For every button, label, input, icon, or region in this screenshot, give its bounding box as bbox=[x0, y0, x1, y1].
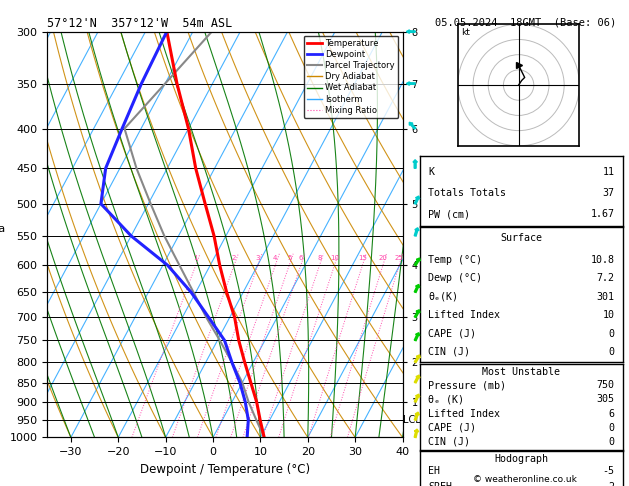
Text: 4: 4 bbox=[273, 255, 277, 261]
Text: 0: 0 bbox=[609, 347, 615, 357]
Text: Temp (°C): Temp (°C) bbox=[428, 255, 482, 265]
Text: 5: 5 bbox=[287, 255, 291, 261]
Text: CAPE (J): CAPE (J) bbox=[428, 329, 476, 339]
Text: 1: 1 bbox=[194, 255, 198, 261]
Text: © weatheronline.co.uk: © weatheronline.co.uk bbox=[473, 474, 577, 484]
Text: 0: 0 bbox=[609, 437, 615, 447]
X-axis label: Dewpoint / Temperature (°C): Dewpoint / Temperature (°C) bbox=[140, 463, 310, 476]
Y-axis label: km
ASL: km ASL bbox=[434, 224, 452, 245]
Text: 7.2: 7.2 bbox=[597, 273, 615, 283]
Text: Surface: Surface bbox=[501, 233, 542, 243]
Text: 0: 0 bbox=[609, 423, 615, 433]
Text: Dewp (°C): Dewp (°C) bbox=[428, 273, 482, 283]
Text: Totals Totals: Totals Totals bbox=[428, 188, 506, 198]
Text: 0: 0 bbox=[609, 329, 615, 339]
Text: 11: 11 bbox=[603, 167, 615, 177]
Text: 2: 2 bbox=[232, 255, 237, 261]
Text: kt: kt bbox=[462, 28, 470, 37]
Text: EH: EH bbox=[428, 467, 440, 476]
Text: SREH: SREH bbox=[428, 482, 452, 486]
Text: 15: 15 bbox=[358, 255, 367, 261]
Text: 301: 301 bbox=[597, 292, 615, 302]
Text: 05.05.2024  18GMT  (Base: 06): 05.05.2024 18GMT (Base: 06) bbox=[435, 17, 616, 27]
Text: Lifted Index: Lifted Index bbox=[428, 310, 500, 320]
Text: 10.8: 10.8 bbox=[591, 255, 615, 265]
Text: 10: 10 bbox=[330, 255, 339, 261]
Text: -5: -5 bbox=[603, 467, 615, 476]
Text: 20: 20 bbox=[379, 255, 387, 261]
Y-axis label: hPa: hPa bbox=[0, 225, 6, 235]
Text: PW (cm): PW (cm) bbox=[428, 209, 470, 219]
Text: 37: 37 bbox=[603, 188, 615, 198]
Text: CIN (J): CIN (J) bbox=[428, 437, 470, 447]
Text: 10: 10 bbox=[603, 310, 615, 320]
Text: 6: 6 bbox=[609, 409, 615, 418]
Text: 3: 3 bbox=[255, 255, 260, 261]
Text: LCL: LCL bbox=[403, 415, 421, 425]
Text: Most Unstable: Most Unstable bbox=[482, 367, 560, 377]
Text: Lifted Index: Lifted Index bbox=[428, 409, 500, 418]
Text: 25: 25 bbox=[395, 255, 404, 261]
Text: 8: 8 bbox=[317, 255, 322, 261]
Text: CIN (J): CIN (J) bbox=[428, 347, 470, 357]
Text: 305: 305 bbox=[597, 395, 615, 404]
Text: 750: 750 bbox=[597, 381, 615, 390]
Text: CAPE (J): CAPE (J) bbox=[428, 423, 476, 433]
Text: Pressure (mb): Pressure (mb) bbox=[428, 381, 506, 390]
Text: Hodograph: Hodograph bbox=[494, 453, 548, 464]
Text: 6: 6 bbox=[299, 255, 303, 261]
Text: 57°12'N  357°12'W  54m ASL: 57°12'N 357°12'W 54m ASL bbox=[47, 17, 233, 31]
Text: Mixing Ratio (g/kg): Mixing Ratio (g/kg) bbox=[445, 224, 454, 310]
Text: 1.67: 1.67 bbox=[591, 209, 615, 219]
Legend: Temperature, Dewpoint, Parcel Trajectory, Dry Adiabat, Wet Adiabat, Isotherm, Mi: Temperature, Dewpoint, Parcel Trajectory… bbox=[304, 36, 398, 118]
Text: 2: 2 bbox=[609, 482, 615, 486]
Text: θₑ(K): θₑ(K) bbox=[428, 292, 459, 302]
Text: K: K bbox=[428, 167, 434, 177]
Text: θₑ (K): θₑ (K) bbox=[428, 395, 464, 404]
